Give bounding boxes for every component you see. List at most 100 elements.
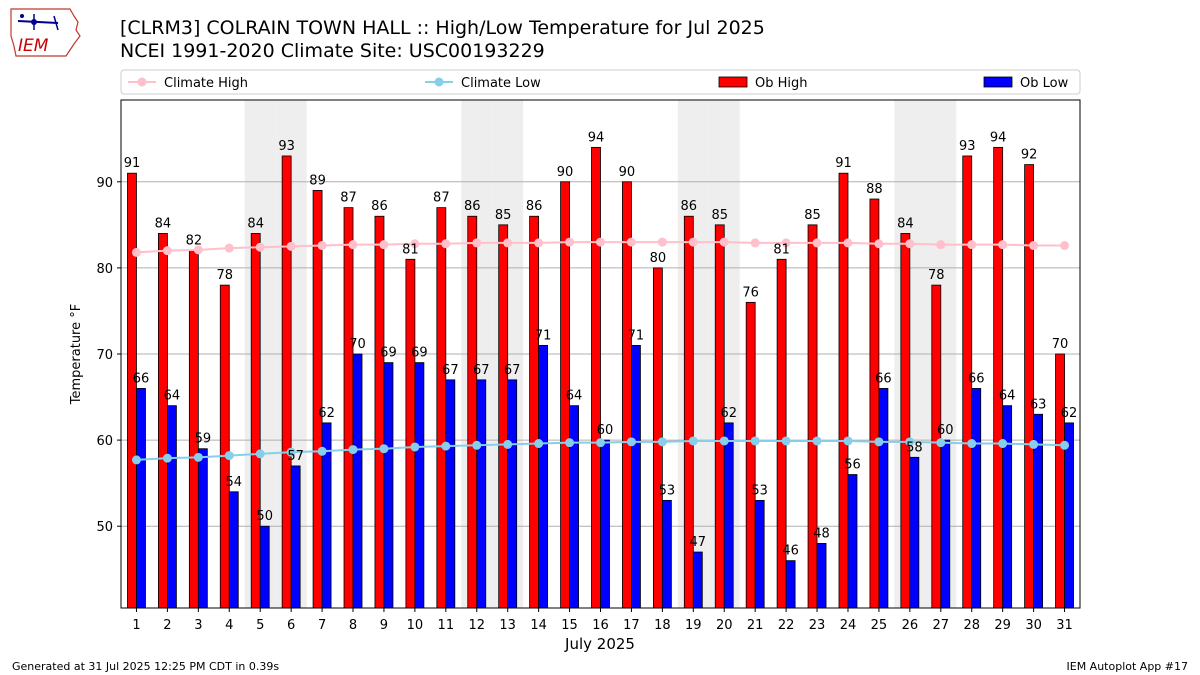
climate-high-point <box>874 239 884 249</box>
climate-high-point <box>379 240 389 250</box>
ob-low-label: 69 <box>411 346 428 361</box>
ob-low-bar <box>940 439 951 609</box>
x-tick-label: 6 <box>287 618 295 633</box>
legend-label: Ob High <box>755 76 808 91</box>
ob-low-label: 64 <box>164 389 181 404</box>
ob-high-label: 86 <box>464 199 481 214</box>
climate-high-point <box>781 238 791 248</box>
ob-high-label: 87 <box>340 191 357 206</box>
x-tick-label: 10 <box>407 618 424 633</box>
ob-low-label: 58 <box>906 440 923 455</box>
climate-high-point <box>565 237 575 247</box>
climate-high-point <box>317 241 327 251</box>
x-tick-label: 2 <box>163 618 171 633</box>
climate-low-point <box>410 442 420 452</box>
climate-low-point <box>1029 439 1039 449</box>
ob-low-bar <box>167 405 177 609</box>
climate-low-point <box>565 438 575 448</box>
legend-label: Climate High <box>164 76 248 91</box>
climate-high-point <box>719 237 729 247</box>
ob-low-label: 71 <box>535 328 552 343</box>
ob-high-label: 91 <box>124 156 141 171</box>
climate-lines <box>131 237 1070 465</box>
x-tick-label: 29 <box>994 618 1011 633</box>
x-tick-label: 12 <box>468 618 485 633</box>
ob-high-label: 84 <box>247 216 264 231</box>
ob-high-bar <box>1055 353 1065 609</box>
ob-low-bar <box>383 362 394 609</box>
climate-low-point <box>874 437 884 447</box>
climate-low-point <box>503 439 513 449</box>
ob-high-bar <box>436 207 447 609</box>
ob-low-bar <box>538 344 549 609</box>
climate-high-point <box>812 238 822 248</box>
legend-marker <box>434 77 444 87</box>
x-tick-label: 16 <box>592 618 609 633</box>
climate-high-point <box>905 239 915 249</box>
ob-high-label: 76 <box>742 285 759 300</box>
x-tick-label: 4 <box>225 618 233 633</box>
ob-high-label: 80 <box>650 251 667 266</box>
ob-low-label: 67 <box>504 363 521 378</box>
climate-high-point <box>1060 241 1070 251</box>
ob-low-label: 64 <box>566 389 583 404</box>
climate-low-point <box>379 444 389 454</box>
climate-low-point <box>224 451 234 461</box>
iem-logo: IEM <box>8 6 82 60</box>
ob-low-label: 53 <box>751 483 768 498</box>
ob-high-label: 81 <box>402 242 419 257</box>
climate-high-point <box>596 237 605 247</box>
iowa-outline-icon <box>10 8 81 57</box>
x-tick-label: 7 <box>318 618 326 633</box>
x-tick-label: 30 <box>1025 618 1042 633</box>
x-tick-label: 14 <box>530 618 547 633</box>
climate-high-point <box>472 238 482 248</box>
x-tick-label: 3 <box>194 618 202 633</box>
ob-low-label: 63 <box>1030 397 1047 412</box>
ob-low-label: 53 <box>659 483 676 498</box>
ob-high-bar <box>219 284 230 609</box>
ob-high-label: 94 <box>990 130 1007 145</box>
x-tick-label: 5 <box>256 618 264 633</box>
climate-high-point <box>162 246 172 256</box>
ob-low-bar <box>259 525 270 609</box>
ob-low-label: 48 <box>813 526 830 541</box>
ob-low-label: 70 <box>349 337 366 352</box>
app-credit: IEM Autoplot App #17 <box>1066 660 1189 673</box>
ob-low-bar <box>290 465 301 609</box>
x-tick-label: 25 <box>871 618 888 633</box>
ob-high-bar <box>281 155 292 609</box>
climate-low-point <box>193 452 203 462</box>
climate-low-point <box>750 436 760 446</box>
ob-low-bar <box>352 353 363 609</box>
ob-low-label: 62 <box>720 406 737 421</box>
ob-low-bar <box>754 499 765 609</box>
climate-low-point <box>626 437 636 447</box>
ob-high-bar <box>745 301 756 609</box>
y-tick-label: 70 <box>96 348 113 363</box>
ob-low-label: 67 <box>442 363 459 378</box>
climate-low-point <box>131 455 141 465</box>
x-tick-label: 19 <box>685 618 702 633</box>
climate-high-point <box>843 238 853 248</box>
ob-low-bar <box>692 551 703 609</box>
climate-low-point <box>286 447 296 457</box>
ob-low-bar <box>600 439 610 609</box>
climate-high-point <box>441 239 451 249</box>
logo-text: IEM <box>18 36 49 56</box>
x-tick-label: 24 <box>840 618 857 633</box>
climate-high-point <box>688 237 698 247</box>
bar-value-labels: 91 84 82 78 84 93 89 87 86 81 87 86 85 86 90 94 90 80 86 85… <box>124 130 1078 558</box>
ob-high-bar <box>869 198 880 609</box>
climate-low-point <box>255 449 265 459</box>
ob-high-bar <box>188 250 199 609</box>
climate-high-point <box>286 241 296 251</box>
ob-low-bar <box>661 499 672 609</box>
climate-high-point <box>750 238 760 248</box>
climate-low-point <box>472 440 482 450</box>
ob-low-bar <box>414 362 425 609</box>
legend-label: Ob Low <box>1020 76 1069 91</box>
ob-high-label: 87 <box>433 191 450 206</box>
ob-low-bar <box>631 344 641 609</box>
